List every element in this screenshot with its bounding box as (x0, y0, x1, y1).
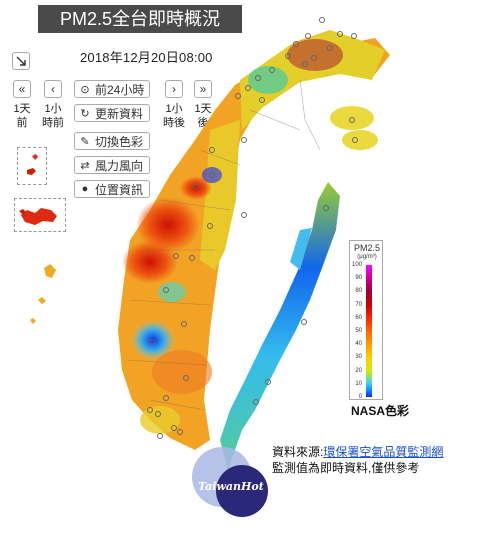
penghu-islands (30, 264, 56, 324)
forward-1-hour-button[interactable]: › (165, 80, 183, 98)
legend-tick-label: 40 (355, 341, 362, 348)
legend-tick-label: 70 (355, 301, 362, 308)
legend-color-swatch (366, 291, 372, 305)
past-24-hours-button[interactable]: ⊙ 前24小時 (74, 80, 150, 98)
kinmen-inset[interactable] (14, 198, 66, 232)
legend-color-swatch (366, 331, 372, 345)
legend-tick-label: 90 (355, 275, 362, 282)
collapse-button[interactable] (12, 52, 30, 70)
legend-color-swatch (366, 383, 372, 397)
taiwanhot-logo: TaiwanHot (192, 447, 268, 517)
legend-color-swatch (366, 344, 372, 358)
legend-color-swatch (366, 304, 372, 318)
legend-tick-label: 100 (352, 262, 363, 268)
wind-button[interactable]: ⇄ 風力風向 (74, 156, 150, 174)
legend-color-swatch (366, 278, 372, 292)
back-1-day-button[interactable]: « (13, 80, 31, 98)
forward-1-hour-label: 1小 時後 (163, 103, 185, 129)
disclaimer-text: 監測值為即時資料,僅供參考 (272, 461, 420, 475)
kinmen-islands-map (19, 208, 57, 225)
arrow-down-right-icon (16, 56, 26, 66)
back-1-day-label: 1天前 (13, 103, 31, 129)
legend-title: PM2.5 (353, 243, 380, 253)
color-scheme-label: NASA色彩 (351, 404, 410, 418)
western-plain-region (118, 30, 390, 450)
refresh-data-button[interactable]: ↻ 更新資料 (74, 104, 150, 122)
data-source: 資料來源:環保署空氣品質監測網 (272, 445, 444, 459)
pencil-icon: ✎ (80, 135, 90, 148)
source-link[interactable]: 環保署空氣品質監測網 (323, 445, 444, 459)
legend-tick-label: 0 (358, 394, 362, 400)
matsu-inset[interactable] (17, 147, 47, 185)
svg-text:TaiwanHot: TaiwanHot (198, 480, 264, 493)
map-marker-icon: ● (81, 183, 89, 195)
timestamp: 2018年12月20日08:00 (80, 50, 213, 65)
legend-tick-label: 60 (355, 314, 362, 321)
legend-tick-label: 80 (355, 288, 362, 295)
play-icon: ⊙ (80, 83, 90, 96)
legend-color-swatch (366, 357, 372, 371)
refresh-icon: ↻ (80, 107, 90, 120)
monitoring-stations (147, 17, 358, 439)
legend-unit: (μg/m³) (357, 254, 377, 260)
eastern-coast-region (220, 182, 340, 470)
legend-scale: 100 90 80 70 60 50 40 30 20 10 0 (352, 262, 382, 400)
forward-1-day-label: 1天後 (194, 103, 212, 129)
legend-tick-label: 20 (355, 367, 362, 374)
legend-tick-label: 30 (355, 354, 362, 361)
legend-color-swatch (366, 370, 372, 384)
back-1-hour-button[interactable]: ‹ (44, 80, 62, 98)
county-boundaries (127, 79, 321, 411)
page-title: PM2.5全台即時概況 (38, 5, 242, 33)
wind-icon: ⇄ (80, 159, 90, 172)
forward-1-day-button[interactable]: » (194, 80, 212, 98)
switch-color-button[interactable]: ✎ 切換色彩 (74, 132, 150, 150)
back-1-hour-label: 1小 時前 (42, 103, 64, 129)
legend-tick-label: 50 (355, 328, 362, 334)
location-button[interactable]: ● 位置資訊 (74, 180, 150, 198)
matsu-islands-map (27, 154, 38, 175)
legend-tick-label: 10 (355, 380, 362, 387)
legend-color-swatch (366, 317, 372, 331)
pm25-legend: PM2.5 (μg/m³) 100 90 80 70 60 50 40 30 20 10 0 (349, 240, 383, 400)
legend-color-swatch (366, 265, 372, 279)
